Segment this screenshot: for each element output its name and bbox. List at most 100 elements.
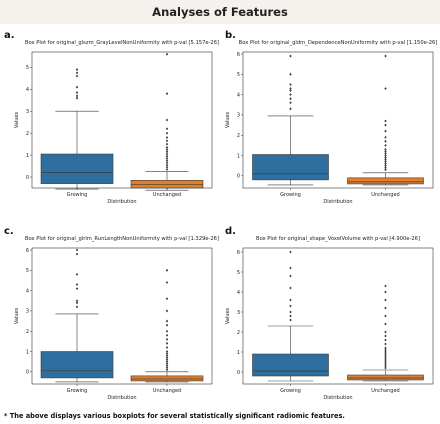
outlier-point-unchanged [165, 354, 169, 357]
outlier-point-unchanged [384, 139, 387, 143]
x-tick-label: Unchanged [153, 388, 181, 394]
outlier-point-unchanged [165, 156, 169, 160]
outlier-point-unchanged [165, 139, 169, 143]
outlier-point-unchanged [165, 92, 169, 96]
outlier-point-unchanged [165, 281, 169, 284]
outlier-point-growing [75, 85, 79, 89]
outlier-point-growing [289, 314, 292, 318]
y-tick-label: 6 [237, 52, 240, 58]
outlier-point-unchanged [384, 352, 387, 356]
outlier-point-unchanged [165, 362, 169, 366]
outlier-point-unchanged [384, 148, 387, 151]
outlier-point-unchanged [384, 54, 387, 58]
outlier-point-unchanged [165, 319, 169, 323]
y-axis-label: Values [14, 111, 20, 128]
y-tick-label: 5 [237, 72, 240, 78]
y-tick-label: 2 [26, 329, 29, 335]
x-axis-label: Distribution [107, 199, 136, 205]
outlier-point-unchanged [384, 158, 387, 161]
outlier-point-unchanged [165, 366, 169, 370]
outlier-point-unchanged [165, 167, 169, 171]
outlier-point-growing [289, 83, 292, 86]
outlier-point-unchanged [384, 342, 387, 346]
outlier-point-unchanged [165, 323, 169, 327]
y-tick-label: 1 [237, 153, 240, 159]
outlier-point-unchanged [384, 298, 387, 302]
outlier-point-unchanged [165, 148, 169, 152]
outlier-point-growing [289, 87, 292, 90]
outlier-point-unchanged [384, 356, 387, 360]
outlier-point-growing [75, 252, 79, 256]
outlier-point-unchanged [165, 356, 169, 360]
outlier-point-unchanged [165, 329, 169, 333]
outlier-point-unchanged [384, 334, 387, 338]
outlier-point-growing [289, 72, 292, 76]
outlier-point-unchanged [384, 143, 387, 147]
y-tick-label: 6 [26, 248, 29, 254]
y-tick-label: 1 [237, 350, 240, 356]
outlier-point-unchanged [384, 306, 387, 310]
outlier-point-unchanged [384, 156, 387, 159]
box-unchanged [130, 180, 204, 189]
outlier-point-growing [289, 54, 292, 58]
outlier-point-unchanged [384, 154, 387, 157]
outlier-point-unchanged [384, 362, 387, 366]
outlier-point-unchanged [384, 123, 387, 127]
outlier-point-unchanged [384, 129, 387, 133]
outlier-point-unchanged [165, 268, 169, 272]
outlier-point-unchanged [165, 118, 169, 122]
outlier-point-growing [289, 304, 292, 308]
outlier-point-growing [289, 107, 292, 111]
y-tick-label: 1 [26, 349, 29, 355]
y-tick-label: 2 [26, 131, 29, 137]
x-axis-label: Distribution [323, 395, 352, 401]
x-tick-label: Growing [67, 388, 88, 394]
box-plot-chart-d: Box Plot for original_shape_VoxelVolume … [225, 236, 434, 401]
outlier-point-unchanged [384, 135, 387, 139]
y-axis-label: Values [14, 307, 20, 324]
y-axis-label: Values [225, 307, 231, 324]
outlier-point-growing [75, 94, 79, 98]
outlier-point-growing [75, 283, 79, 286]
outlier-point-unchanged [165, 142, 169, 146]
chart-title: Box Plot for original_glrlm_RunLengthNon… [25, 236, 219, 242]
outlier-point-unchanged [384, 87, 387, 90]
outlier-point-unchanged [384, 290, 387, 294]
outlier-point-unchanged [384, 160, 387, 164]
outlier-point-unchanged [165, 337, 169, 341]
outlier-point-unchanged [165, 136, 169, 139]
page-title: Analyses of Features [0, 0, 440, 24]
panel-letter-c: c. [4, 226, 14, 237]
outlier-point-unchanged [165, 150, 169, 154]
outlier-point-unchanged [384, 338, 387, 342]
outlier-point-unchanged [165, 152, 169, 156]
outlier-point-growing [75, 96, 79, 100]
outlier-point-unchanged [165, 342, 169, 345]
outlier-point-growing [75, 74, 79, 78]
outlier-point-unchanged [165, 127, 169, 131]
outlier-point-growing [289, 274, 292, 278]
box-unchanged [347, 374, 424, 381]
outlier-point-growing [289, 310, 292, 314]
outlier-point-unchanged [384, 166, 387, 170]
outlier-point-growing [289, 298, 292, 302]
outlier-point-unchanged [384, 358, 387, 362]
y-tick-label: 0 [237, 370, 240, 376]
outlier-point-unchanged [165, 154, 169, 158]
outlier-point-unchanged [384, 150, 387, 153]
outlier-point-unchanged [384, 152, 387, 155]
outlier-point-growing [289, 93, 292, 97]
outlier-point-unchanged [384, 284, 387, 288]
y-tick-label: 4 [237, 92, 240, 98]
outlier-point-unchanged [384, 366, 387, 370]
outlier-point-unchanged [165, 297, 169, 301]
chart-title: Box Plot for original_glszm_GrayLevelNon… [25, 40, 219, 46]
outlier-point-unchanged [165, 131, 169, 135]
footnote: * The above displays various boxplots fo… [4, 412, 345, 420]
outlier-point-growing [289, 250, 292, 254]
box-plot-chart-c: Box Plot for original_glrlm_RunLengthNon… [14, 236, 219, 401]
panel-letter-d: d. [225, 226, 236, 237]
box-growing [252, 353, 329, 377]
outlier-point-unchanged [165, 159, 169, 162]
y-tick-label: 4 [26, 87, 29, 93]
